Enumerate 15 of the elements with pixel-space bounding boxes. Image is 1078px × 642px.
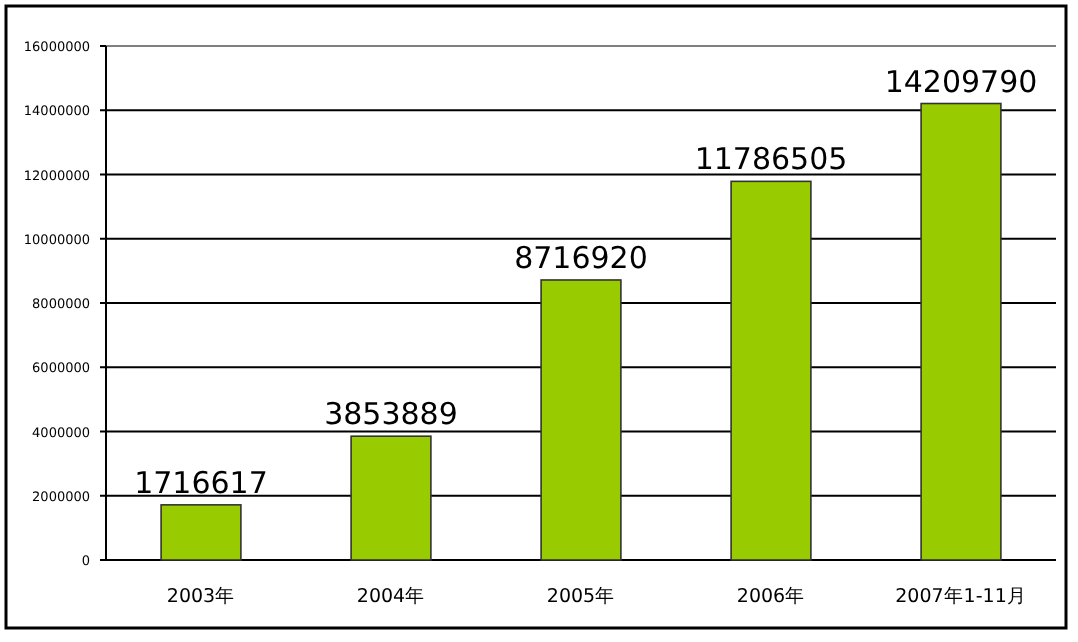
- data-label: 14209790: [884, 63, 1038, 100]
- x-tick-label: 2003年: [166, 584, 236, 608]
- bar: [920, 102, 1002, 561]
- data-label: 11786505: [694, 141, 848, 178]
- bar: [160, 504, 242, 561]
- x-tick-label: 2006年: [736, 584, 806, 608]
- data-label: 8716920: [514, 239, 648, 276]
- data-label: 1716617: [134, 464, 268, 501]
- x-tick-label: 2007年1-11月: [895, 584, 1027, 608]
- data-label: 3853889: [324, 396, 458, 433]
- bar: [350, 435, 432, 561]
- bar: [730, 180, 812, 561]
- x-tick-label: 2004年: [356, 584, 426, 608]
- bar: [540, 279, 622, 561]
- x-tick-label: 2005年: [546, 584, 616, 608]
